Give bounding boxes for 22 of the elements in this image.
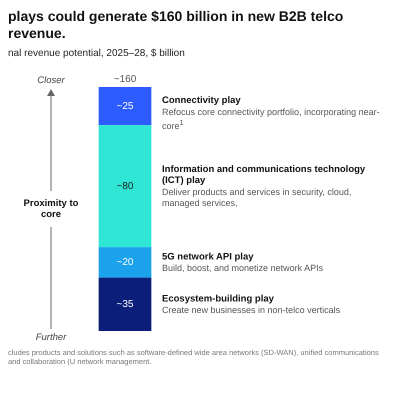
- chart-subtitle: nal revenue potential, 2025–28, $ billion: [8, 48, 186, 59]
- bar: [98, 278, 152, 331]
- data-label: ~80: [116, 180, 134, 192]
- text: Refocus core connectivity portfolio, incorporating near-core$^{1}$: [162, 107, 381, 132]
- text: Closer: [36, 75, 66, 86]
- text: Further: [34, 332, 68, 343]
- bar: [98, 125, 152, 248]
- bar: [98, 87, 152, 126]
- text: Build, boost, and monetize network APIs: [162, 263, 324, 274]
- text: Deliver products and services in security, cloud, managed services,: [162, 187, 352, 208]
- chart-title: plays could generate $160 billion in new B2B telco revenue.: [8, 8, 344, 42]
- series-label: 5G network API play: [162, 251, 254, 262]
- total-label: ~160: [114, 74, 137, 85]
- series-label: Ecosystem-building play: [162, 293, 275, 304]
- data-label: ~35: [116, 299, 134, 310]
- data-label: ~25: [116, 100, 134, 112]
- series-label: Connectivity play: [162, 95, 242, 106]
- y-axis-title: Proximity to core: [24, 198, 79, 220]
- bar: [98, 247, 152, 278]
- data-label: ~20: [116, 257, 134, 268]
- text: Create new businesses in non-telco verticals: [162, 305, 342, 316]
- series-label: Information and communications technology (ICT) play: [162, 164, 366, 186]
